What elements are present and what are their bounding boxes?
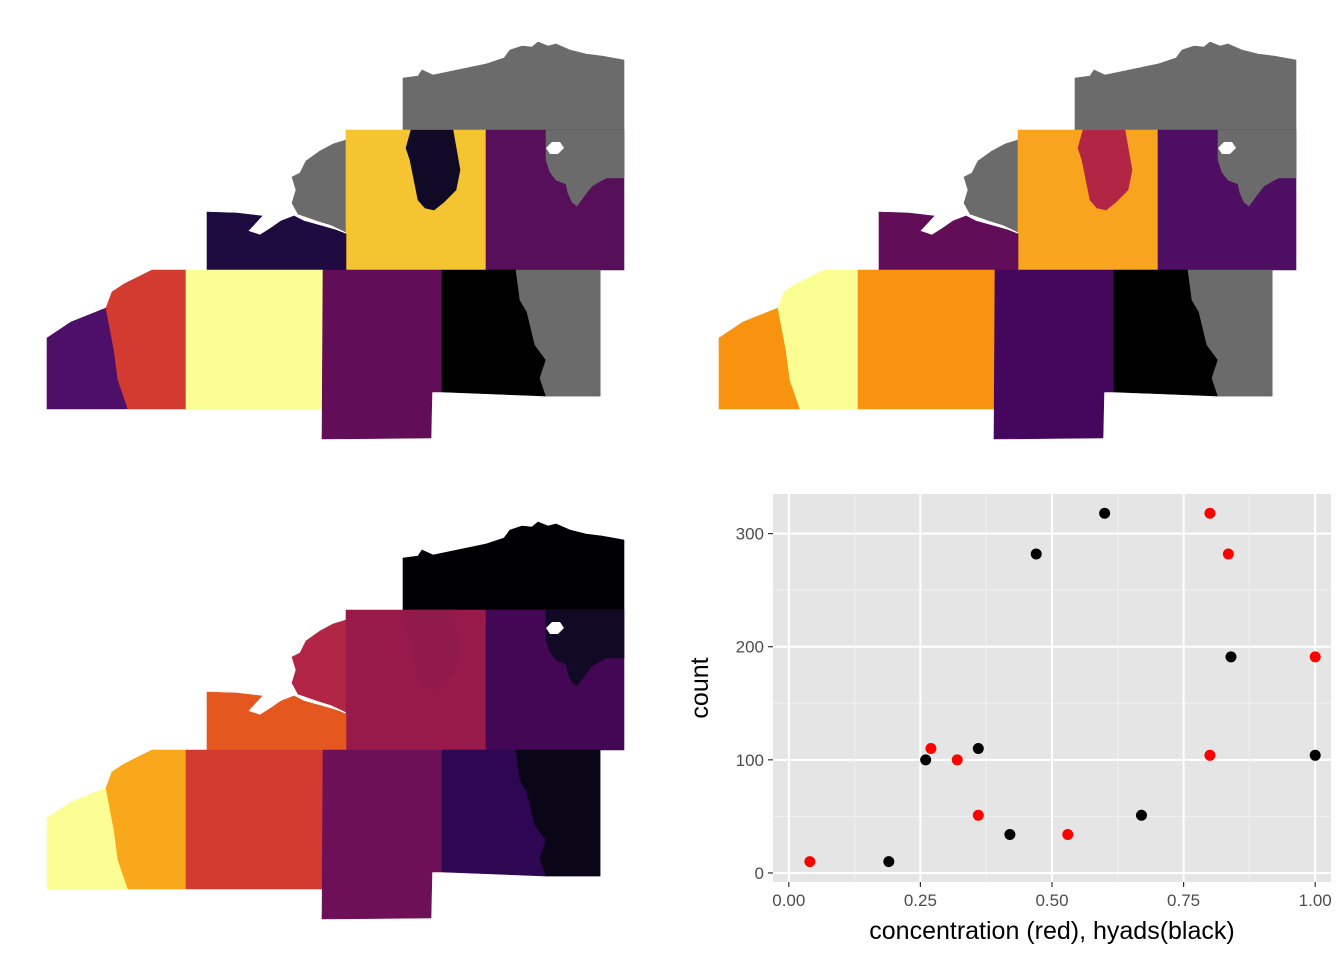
region-west-neck (291, 619, 347, 713)
point-hyads (1099, 507, 1111, 519)
x-axis: 0.00 0.25 0.50 0.75 1.00 (772, 882, 1332, 910)
region-south-center-left (185, 749, 324, 890)
region-south-east-gray (515, 269, 601, 397)
x-tick-label: 0.50 (1035, 891, 1068, 910)
region-west-step (206, 691, 347, 751)
y-axis-title: count (686, 657, 714, 718)
region-south-center (993, 269, 1115, 440)
region-north-east (485, 521, 625, 611)
point-concentration (925, 743, 937, 755)
region-west-step (206, 211, 347, 271)
point-concentration (1309, 651, 1321, 663)
y-tick-label: 100 (736, 751, 764, 770)
point-concentration (1062, 828, 1074, 840)
point-hyads (972, 743, 984, 755)
region-center-inner (405, 609, 461, 691)
enclave (1218, 142, 1236, 154)
x-tick-label: 0.25 (904, 891, 937, 910)
region-center-inner (1077, 129, 1133, 211)
data-points (804, 507, 1321, 868)
region-west-neck (291, 139, 347, 233)
scatter-plot: 0.00 0.25 0.50 0.75 1.00 0 100 200 300 concentr… (686, 494, 1332, 945)
point-hyads (920, 754, 932, 766)
region-south-east-gray (515, 749, 601, 877)
x-tick-label: 1.00 (1299, 891, 1332, 910)
enclave (546, 142, 564, 154)
map-top-right (718, 41, 1297, 440)
x-tick-label: 0.00 (772, 891, 805, 910)
region-east-middle-gray (1217, 129, 1297, 207)
region-north-west (402, 63, 487, 131)
region-west-neck (963, 139, 1019, 233)
map-top-left (46, 41, 625, 440)
region-south-center-left (857, 269, 996, 410)
region-north-west (402, 543, 487, 611)
x-tick-label: 0.75 (1167, 891, 1200, 910)
point-concentration (1204, 507, 1216, 519)
point-concentration (804, 856, 816, 868)
region-north-east (485, 41, 625, 131)
y-tick-label: 300 (736, 525, 764, 544)
point-concentration (972, 809, 984, 821)
y-tick-label: 200 (736, 638, 764, 657)
major-gridlines (773, 494, 1331, 882)
point-concentration (1204, 749, 1216, 761)
region-south-east-gray (1187, 269, 1273, 397)
point-hyads (1135, 809, 1147, 821)
region-west-step (878, 211, 1019, 271)
region-east-middle-gray (545, 129, 625, 207)
region-north-east (1157, 41, 1297, 131)
region-south-center (321, 749, 443, 920)
point-hyads (1225, 651, 1237, 663)
point-hyads (1309, 749, 1321, 761)
enclave (546, 622, 564, 634)
y-tick-label: 0 (755, 864, 764, 883)
region-north-west (1074, 63, 1159, 131)
region-south-center-left (185, 269, 324, 410)
y-axis: 0 100 200 300 (736, 525, 773, 883)
region-center-inner (405, 129, 461, 211)
point-hyads (883, 856, 895, 868)
point-concentration (1222, 548, 1234, 560)
map-bottom-left (46, 521, 625, 920)
x-axis-title: concentration (red), hyads(black) (869, 917, 1234, 945)
point-concentration (951, 754, 963, 766)
point-hyads (1030, 548, 1042, 560)
region-south-center (321, 269, 443, 440)
region-east-middle-gray (545, 609, 625, 687)
point-hyads (1004, 828, 1016, 840)
